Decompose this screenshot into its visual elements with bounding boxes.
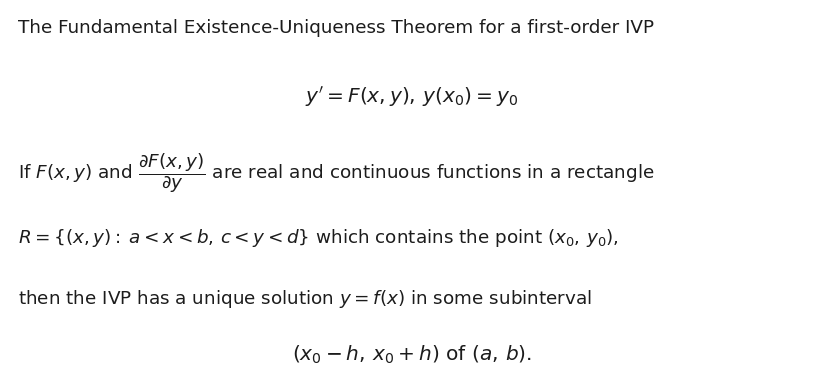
- Text: $y^{\prime} = F(x, y),\, y(x_0) = y_0$: $y^{\prime} = F(x, y),\, y(x_0) = y_0$: [305, 85, 518, 109]
- Text: $(x_0 - h,\, x_0 + h)$ of $(a,\, b).$: $(x_0 - h,\, x_0 + h)$ of $(a,\, b).$: [291, 344, 532, 366]
- Text: $R = \{(x, y){:}\; a < x < b,\, c < y < d\}$ which contains the point $(x_0,\, y: $R = \{(x, y){:}\; a < x < b,\, c < y < …: [18, 227, 619, 249]
- Text: The Fundamental Existence-Uniqueness Theorem for a first-order IVP: The Fundamental Existence-Uniqueness The…: [18, 19, 654, 37]
- Text: then the IVP has a unique solution $y = f(x)$ in some subinterval: then the IVP has a unique solution $y = …: [18, 288, 592, 310]
- Text: If $F(x, y)$ and $\dfrac{\partial F(x,y)}{\partial y}$ are real and continuous f: If $F(x, y)$ and $\dfrac{\partial F(x,y)…: [18, 152, 654, 195]
